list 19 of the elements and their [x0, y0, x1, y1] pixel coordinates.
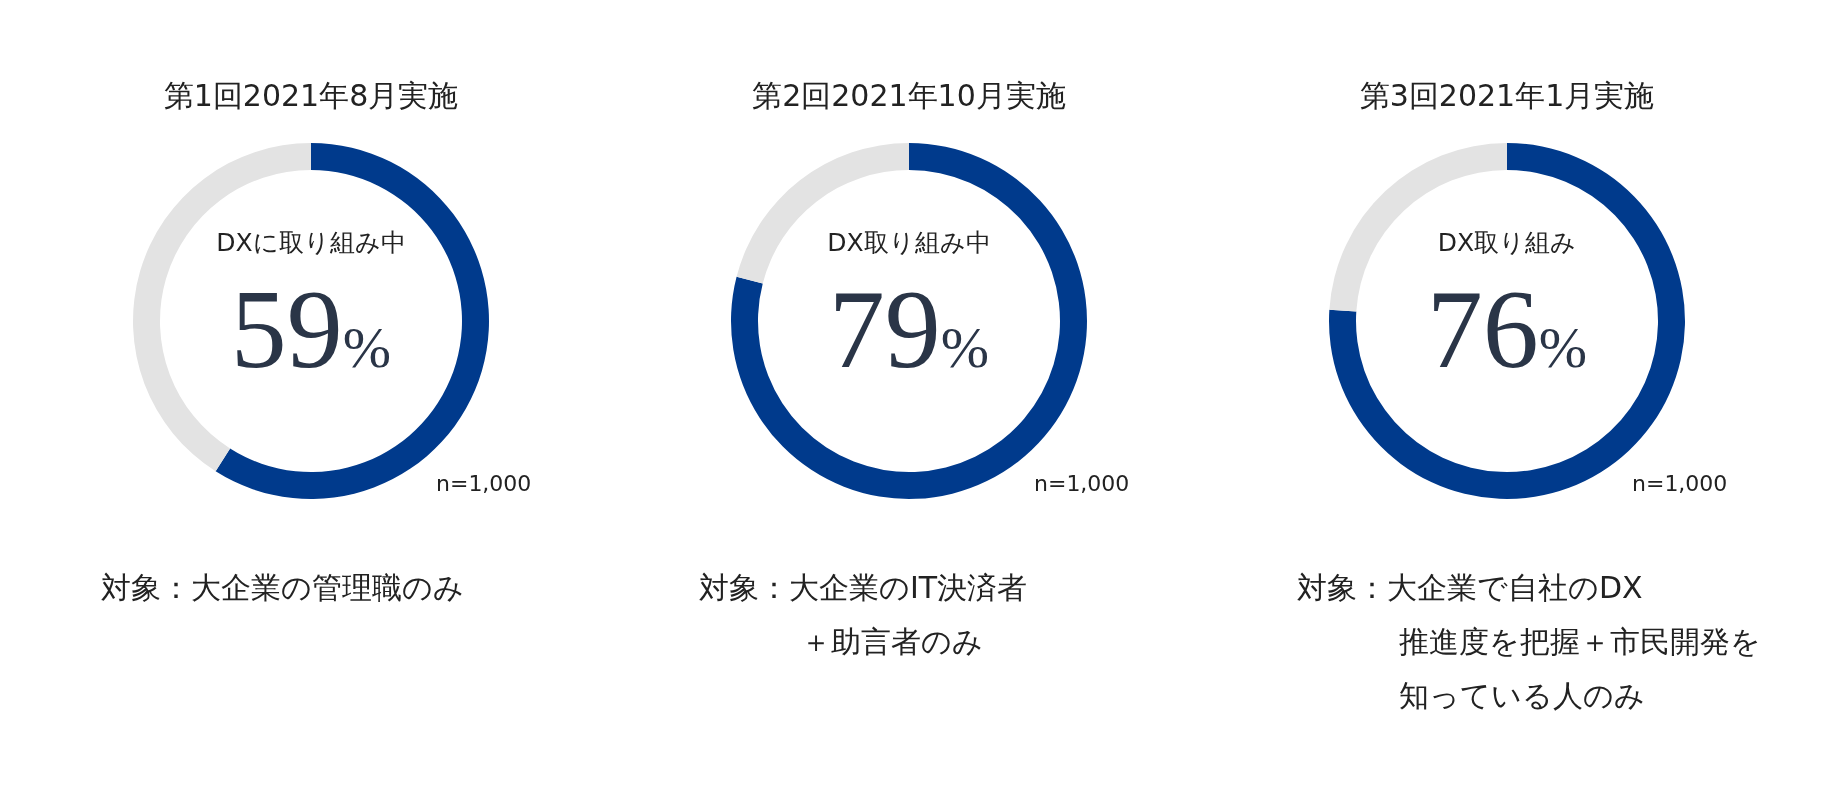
- text: 知っている人のみ: [1399, 678, 1645, 713]
- data-label: 76%: [1426, 267, 1588, 391]
- chart-title: 第3回2021年1月実施: [1359, 78, 1655, 113]
- text: 対象：大企業で自社のDX: [1297, 570, 1643, 605]
- text: ＋助言者のみ: [801, 624, 983, 659]
- slice-label: DX取り組み中: [827, 228, 991, 257]
- chart-title: 第1回2021年8月実施: [163, 78, 459, 113]
- text: n=1,000: [1632, 471, 1728, 496]
- data-label: 79%: [828, 267, 990, 391]
- text: 推進度を把握＋市民開発を: [1399, 624, 1761, 659]
- text: n=1,000: [436, 471, 532, 496]
- chart-title: 第2回2021年10月実施: [752, 78, 1066, 113]
- slice-label: DX取り組み: [1437, 228, 1577, 257]
- donut-slice: [736, 143, 909, 284]
- text: 対象：大企業の管理職のみ: [101, 570, 464, 605]
- slice-label: DXに取り組み中: [216, 228, 406, 257]
- text: n=1,000: [1034, 471, 1130, 496]
- data-label: 59%: [230, 267, 392, 391]
- text: 対象：大企業のIT決済者: [699, 570, 1028, 605]
